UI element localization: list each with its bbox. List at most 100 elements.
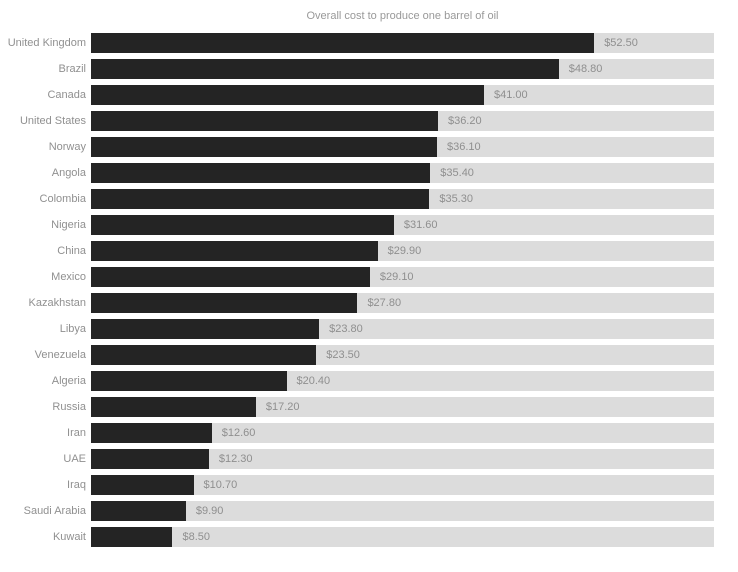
- bar-track: $48.80: [91, 59, 714, 79]
- bar-row: Brazil $48.80: [0, 59, 738, 79]
- bar-row: Iraq $10.70: [0, 475, 738, 495]
- bar-track: $36.10: [91, 137, 714, 157]
- bar-value-label: $41.00: [493, 89, 528, 101]
- bar-track: $29.90: [91, 241, 714, 261]
- bar-value-label: $35.30: [439, 193, 473, 205]
- bar-row: Algeria $20.40: [0, 371, 738, 391]
- bar-label: UAE: [63, 453, 86, 465]
- bar-value-label: $29.90: [387, 245, 422, 257]
- bar-value-label: $12.60: [221, 427, 256, 439]
- bar-label: Iran: [67, 427, 86, 439]
- bar-track: $8.50: [91, 527, 714, 547]
- bar-value-label: $17.20: [265, 401, 300, 413]
- bar-row: Nigeria $31.60: [0, 215, 738, 235]
- bar-fill: [91, 111, 438, 131]
- bar-track: $12.60: [91, 423, 714, 443]
- bar-value-label: $8.50: [182, 531, 210, 543]
- bar-value-label: $48.80: [568, 63, 603, 75]
- bar-label: Colombia: [39, 193, 86, 205]
- bar-label: Mexico: [51, 271, 86, 283]
- bar-value-label: $20.40: [296, 375, 331, 387]
- bar-value-label: $27.80: [367, 297, 402, 309]
- bar-label: Venezuela: [34, 349, 86, 361]
- bar-value-label: $23.50: [326, 349, 360, 361]
- bar-fill: [91, 137, 437, 157]
- bar-track: $31.60: [91, 215, 714, 235]
- chart-title: Overall cost to produce one barrel of oi…: [306, 10, 499, 22]
- bar-fill: [91, 475, 194, 495]
- bar-value-label: $52.50: [604, 37, 638, 49]
- bar-fill: [91, 345, 317, 365]
- bar-label: United Kingdom: [7, 37, 86, 49]
- bar-track: $12.30: [91, 449, 714, 469]
- bar-value-label: $23.80: [329, 323, 363, 335]
- bar-fill: [91, 85, 484, 105]
- bar-label: Iraq: [67, 479, 86, 491]
- bar-label: United States: [19, 115, 86, 127]
- bar-track: $27.80: [91, 293, 714, 313]
- bar-track: $23.80: [91, 319, 714, 339]
- bar-fill: [91, 267, 370, 287]
- bar-label: Norway: [48, 141, 86, 153]
- bar-value-label: $29.10: [379, 271, 414, 283]
- bar-fill: [91, 423, 212, 443]
- bar-fill: [91, 163, 431, 183]
- bar-row: Kuwait $8.50: [0, 527, 738, 547]
- bar-label: Brazil: [58, 63, 86, 75]
- bar-row: Kazakhstan $27.80: [0, 293, 738, 313]
- bar-fill: [91, 501, 186, 521]
- bar-track: $41.00: [91, 85, 714, 105]
- bar-value-label: $36.10: [447, 141, 481, 153]
- bar-label: Nigeria: [51, 219, 86, 231]
- bar-row: Mexico $29.10: [0, 267, 738, 287]
- bar-value-label: $35.40: [440, 167, 474, 179]
- bar-track: $9.90: [91, 501, 714, 521]
- bar-label: Russia: [52, 401, 86, 413]
- bar-fill: [91, 527, 173, 547]
- bar-row: Russia $17.20: [0, 397, 738, 417]
- bar-value-label: $10.70: [203, 479, 238, 491]
- bar-fill: [91, 371, 287, 391]
- bar-row: China $29.90: [0, 241, 738, 261]
- bar-label: China: [57, 245, 86, 257]
- bar-value-label: $12.30: [218, 453, 253, 465]
- bar-rows: United Kingdom $52.50 Brazil $48.80 Canada $4…: [0, 33, 738, 547]
- bar-row: Norway $36.10: [0, 137, 738, 157]
- bar-row: Colombia $35.30: [0, 189, 738, 209]
- bar-track: $29.10: [91, 267, 714, 287]
- bar-row: Venezuela $23.50: [0, 345, 738, 365]
- bar-value-label: $36.20: [447, 115, 482, 127]
- bar-label: Kazakhstan: [28, 297, 86, 309]
- bar-row: UAE $12.30: [0, 449, 738, 469]
- bar-label: Saudi Arabia: [23, 505, 86, 517]
- bar-row: Libya $23.80: [0, 319, 738, 339]
- bar-track: $35.30: [91, 189, 714, 209]
- bar-row: Canada $41.00: [0, 85, 738, 105]
- bar-track: $52.50: [91, 33, 714, 53]
- bar-row: Iran $12.60: [0, 423, 738, 443]
- bar-track: $17.20: [91, 397, 714, 417]
- bar-value-label: $9.90: [195, 505, 224, 517]
- bar-row: Angola $35.40: [0, 163, 738, 183]
- bar-track: $10.70: [91, 475, 714, 495]
- bar-label: Libya: [59, 323, 86, 335]
- bar-fill: [91, 33, 595, 53]
- bar-fill: [91, 293, 358, 313]
- bar-fill: [91, 215, 394, 235]
- bar-label: Canada: [47, 89, 86, 101]
- bar-row: United Kingdom $52.50: [0, 33, 738, 53]
- bar-row: United States $36.20: [0, 111, 738, 131]
- bar-track: $36.20: [91, 111, 714, 131]
- bar-label: Algeria: [51, 375, 86, 387]
- bar-row: Saudi Arabia $9.90: [0, 501, 738, 521]
- bar-label: Kuwait: [52, 531, 86, 543]
- bar-fill: [91, 241, 378, 261]
- bar-fill: [91, 449, 209, 469]
- bar-track: $35.40: [91, 163, 714, 183]
- bar-fill: [91, 59, 559, 79]
- bar-fill: [91, 189, 430, 209]
- bar-value-label: $31.60: [403, 219, 438, 231]
- bar-label: Angola: [51, 167, 86, 179]
- bar-fill: [91, 397, 256, 417]
